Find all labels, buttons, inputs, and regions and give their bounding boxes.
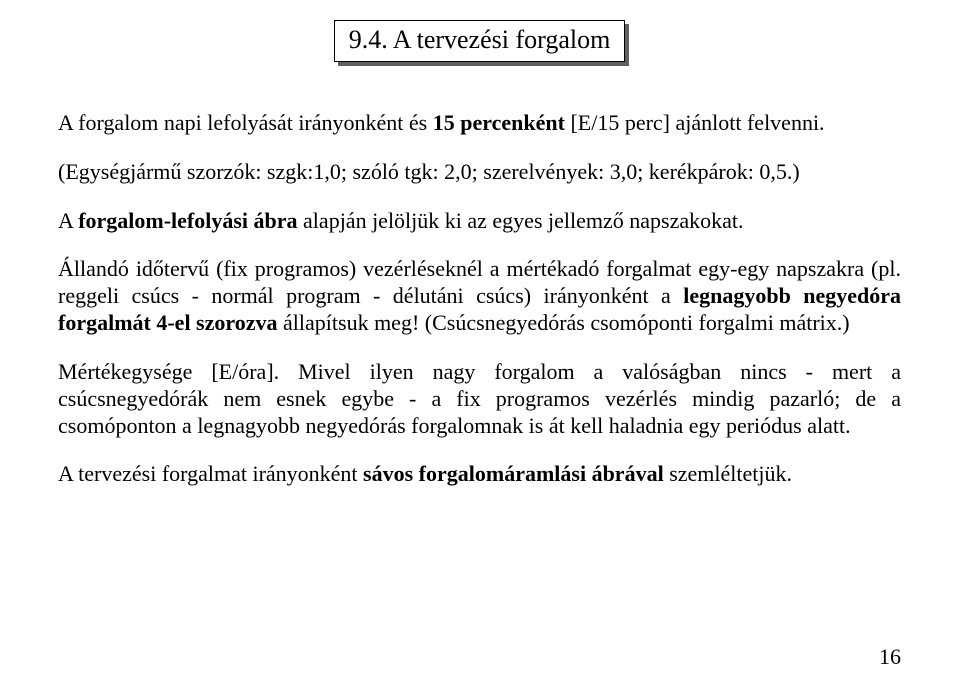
text-run: alapján jelöljük ki az egyes jellemző na…: [303, 208, 743, 233]
section-title: 9.4. A tervezési forgalom: [334, 20, 626, 62]
text-run: [E/15 perc] ajánlott felvenni.: [565, 110, 825, 135]
paragraph-5: Mértékegysége [E/óra]. Mivel ilyen nagy …: [58, 359, 901, 439]
text-bold: forgalom-lefolyási ábra: [78, 208, 303, 233]
text-run: szemléltetjük.: [669, 461, 792, 486]
paragraph-4: Állandó időtervű (fix programos) vezérlé…: [58, 256, 901, 336]
text-run: A tervezési forgalmat irányonként: [58, 461, 363, 486]
paragraph-6: A tervezési forgalmat irányonként sávos …: [58, 461, 901, 488]
paragraph-3: A forgalom-lefolyási ábra alapján jelölj…: [58, 208, 901, 235]
paragraph-1: A forgalom napi lefolyását irányonként é…: [58, 110, 901, 137]
document-page: 9.4. A tervezési forgalom A forgalom nap…: [0, 0, 959, 684]
page-number: 16: [879, 644, 901, 670]
text-bold: 15 percenként: [433, 110, 565, 135]
paragraph-2: (Egységjármű szorzók: szgk:1,0; szóló tg…: [58, 159, 901, 186]
title-container: 9.4. A tervezési forgalom: [58, 12, 901, 62]
text-run: A: [58, 208, 78, 233]
text-run: A forgalom napi lefolyását irányonként é…: [58, 110, 433, 135]
text-run: állapítsuk meg! (Csúcsnegyedórás csomópo…: [283, 310, 850, 335]
text-bold: sávos forgalomáramlási ábrával: [363, 461, 669, 486]
title-box: 9.4. A tervezési forgalom: [334, 20, 626, 62]
